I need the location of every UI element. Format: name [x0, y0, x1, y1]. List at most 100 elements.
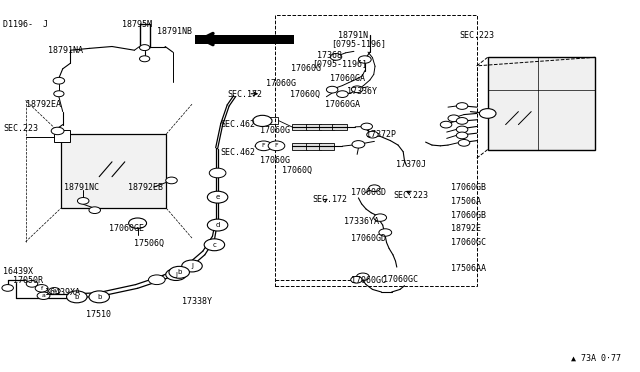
- Text: a: a: [42, 293, 45, 298]
- Bar: [292, 143, 307, 150]
- Circle shape: [89, 291, 109, 303]
- Bar: [266, 117, 278, 124]
- Text: c: c: [212, 242, 216, 248]
- Text: 18791N: 18791N: [338, 31, 368, 40]
- Bar: [195, 35, 294, 44]
- Circle shape: [448, 115, 460, 122]
- Circle shape: [351, 86, 363, 93]
- Text: 17060Q: 17060Q: [282, 166, 312, 174]
- Circle shape: [253, 115, 272, 126]
- Bar: [306, 124, 321, 130]
- Circle shape: [53, 77, 65, 84]
- Text: 17060G: 17060G: [260, 156, 290, 165]
- Circle shape: [2, 285, 13, 291]
- Text: 17060GD: 17060GD: [351, 234, 386, 243]
- Text: 16439XA: 16439XA: [45, 288, 80, 296]
- Text: SEC.223: SEC.223: [460, 31, 495, 40]
- Text: 17060GE: 17060GE: [109, 224, 144, 233]
- Bar: [54, 130, 70, 142]
- Bar: [332, 124, 347, 130]
- Circle shape: [26, 280, 38, 287]
- Text: 17372P: 17372P: [366, 130, 396, 139]
- Text: SEC.223: SEC.223: [394, 191, 429, 200]
- Circle shape: [456, 126, 468, 133]
- Circle shape: [326, 86, 338, 93]
- Text: 17336YA: 17336YA: [344, 217, 380, 226]
- Circle shape: [351, 276, 362, 283]
- Text: 18791NA: 18791NA: [48, 46, 83, 55]
- Text: D1196-  J: D1196- J: [3, 20, 48, 29]
- Circle shape: [89, 207, 100, 214]
- Circle shape: [456, 103, 468, 109]
- Text: J: J: [191, 263, 193, 269]
- Text: 17060GD: 17060GD: [351, 188, 386, 197]
- Text: J: J: [175, 272, 177, 278]
- Text: b: b: [75, 294, 79, 300]
- Circle shape: [330, 54, 342, 60]
- Text: SEC.172: SEC.172: [312, 195, 348, 203]
- Text: 17060GB: 17060GB: [451, 211, 486, 219]
- Bar: [488, 57, 595, 150]
- Circle shape: [37, 292, 50, 299]
- Circle shape: [54, 91, 64, 97]
- Text: 16439X: 16439X: [3, 267, 33, 276]
- Text: 17060GA: 17060GA: [330, 74, 365, 83]
- Circle shape: [479, 109, 496, 118]
- Text: 17370J: 17370J: [396, 160, 426, 169]
- Circle shape: [140, 56, 150, 62]
- Circle shape: [204, 239, 225, 251]
- Text: 17338Y: 17338Y: [182, 297, 212, 306]
- Text: 17050R: 17050R: [13, 276, 43, 285]
- Bar: [319, 124, 334, 130]
- Circle shape: [337, 91, 348, 97]
- Circle shape: [361, 123, 372, 130]
- Text: SEC.223: SEC.223: [3, 124, 38, 133]
- Text: a: a: [52, 288, 56, 294]
- Circle shape: [374, 214, 387, 221]
- Text: [0795-1196]: [0795-1196]: [312, 59, 367, 68]
- Text: 17060G: 17060G: [266, 79, 296, 88]
- Text: F: F: [275, 143, 278, 148]
- Circle shape: [358, 56, 371, 63]
- Text: 17060G: 17060G: [291, 64, 321, 73]
- Text: 17060GC: 17060GC: [351, 276, 386, 285]
- Text: F: F: [262, 143, 266, 148]
- Circle shape: [369, 185, 380, 192]
- Circle shape: [268, 141, 285, 151]
- Bar: [292, 124, 307, 130]
- Text: e: e: [216, 194, 220, 200]
- Circle shape: [456, 132, 468, 139]
- Text: 17060GA: 17060GA: [325, 100, 360, 109]
- Bar: [61, 134, 166, 208]
- Text: 17060GC: 17060GC: [383, 275, 418, 284]
- Text: b: b: [97, 294, 101, 300]
- Text: d: d: [216, 222, 220, 228]
- Circle shape: [207, 191, 228, 203]
- Text: f: f: [40, 286, 43, 291]
- Circle shape: [182, 260, 202, 272]
- Bar: [319, 143, 334, 150]
- Circle shape: [169, 266, 189, 278]
- Circle shape: [129, 218, 147, 228]
- Circle shape: [209, 168, 226, 178]
- Circle shape: [140, 45, 150, 51]
- Text: 17506Q: 17506Q: [134, 239, 164, 248]
- Text: 17506A: 17506A: [451, 197, 481, 206]
- Circle shape: [207, 219, 228, 231]
- Text: 17368: 17368: [317, 51, 342, 60]
- Text: 17510: 17510: [86, 310, 111, 319]
- Text: b: b: [177, 269, 181, 275]
- Text: SEC.462: SEC.462: [221, 120, 256, 129]
- Text: 17060GC: 17060GC: [451, 238, 486, 247]
- Text: 18792EA: 18792EA: [26, 100, 61, 109]
- Text: 18791NC: 18791NC: [64, 183, 99, 192]
- Circle shape: [352, 141, 365, 148]
- Circle shape: [35, 285, 48, 292]
- Text: 18792EB: 18792EB: [128, 183, 163, 192]
- Text: [0795-1196]: [0795-1196]: [332, 39, 387, 48]
- Text: 17060Q: 17060Q: [290, 90, 320, 99]
- Circle shape: [49, 288, 60, 294]
- Text: SEC.172: SEC.172: [227, 90, 262, 99]
- Circle shape: [458, 140, 470, 146]
- Circle shape: [166, 269, 186, 280]
